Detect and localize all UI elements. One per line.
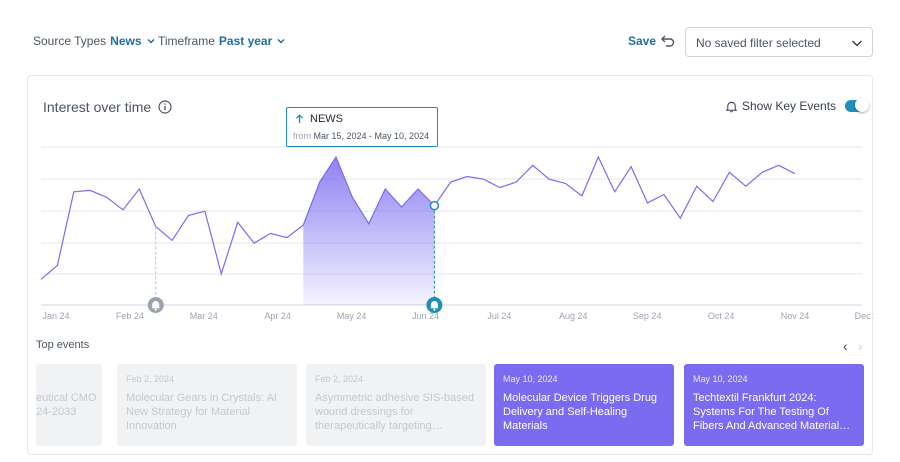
chart-title-text: Interest over time <box>43 99 152 115</box>
x-tick-label: May 24 <box>337 311 367 321</box>
event-date: Feb 2, 2024 <box>126 374 175 384</box>
event-date: May 10, 2024 <box>503 374 558 384</box>
event-title: Molecular Device Triggers Drug Delivery … <box>503 392 658 432</box>
x-tick-label: Oct 24 <box>708 311 735 321</box>
tooltip-from-label: from <box>293 131 311 141</box>
carousel-prev-button[interactable]: ‹ <box>843 338 848 354</box>
source-types-value: News <box>110 34 142 48</box>
carousel-next-button[interactable]: › <box>858 338 863 354</box>
event-title: eutical CMO 24-2033 <box>36 392 97 418</box>
key-event-bell-icon[interactable] <box>147 297 164 313</box>
x-tick-label: Mar 24 <box>190 311 218 321</box>
saved-filter-value: No saved filter selected <box>696 36 821 50</box>
chart-title: Interest over time <box>43 99 172 115</box>
chevron-down-icon <box>146 38 155 44</box>
undo-icon[interactable] <box>660 33 676 49</box>
series-line-news <box>40 155 796 280</box>
x-tick-label: Sep 24 <box>633 311 662 321</box>
x-tick-label: Feb 24 <box>116 311 144 321</box>
interest-card: Interest over time Show Key Events Jan 2… <box>27 75 874 455</box>
timeframe-value: Past year <box>218 34 273 48</box>
timeframe-filter[interactable]: Timeframe Past year <box>158 34 286 48</box>
x-tick-label: Apr 24 <box>264 311 291 321</box>
x-tick-label: Jul 24 <box>487 311 511 321</box>
highlighted-range-area <box>303 157 435 305</box>
toggle-knob <box>855 98 870 112</box>
top-event-card[interactable]: eutical CMO 24-2033 <box>36 364 102 446</box>
info-icon[interactable] <box>158 100 172 114</box>
save-button[interactable]: Save <box>628 34 657 48</box>
chevron-down-icon <box>277 38 285 44</box>
event-title: Molecular Gears in Crystals: AI New Stra… <box>126 392 277 432</box>
event-date: Feb 2, 2024 <box>315 374 364 384</box>
top-event-card[interactable]: May 10, 2024 Molecular Device Triggers Dr… <box>494 364 674 446</box>
top-event-card[interactable]: Feb 2, 2024 Molecular Gears in Crystals: … <box>117 364 297 446</box>
x-tick-label: Aug 24 <box>559 311 588 321</box>
key-event-bell-icon[interactable] <box>426 297 443 313</box>
x-tick-label: Jun 24 <box>412 311 439 321</box>
x-tick-label: Jan 24 <box>42 311 69 321</box>
top-events-heading: Top events <box>36 339 90 351</box>
key-events-label: Show Key Events <box>742 99 837 113</box>
filter-bar: Source Types News Timeframe Past year Sa… <box>0 0 900 76</box>
source-types-filter[interactable]: Source Types News <box>33 34 156 48</box>
chart-tooltip: NEWS from Mar 15, 2024 - May 10, 2024 <box>286 107 438 147</box>
event-date: May 10, 2024 <box>693 374 748 384</box>
key-events-toggle-group: Show Key Events <box>725 98 870 113</box>
arrow-up-icon <box>296 114 303 123</box>
hover-point <box>429 200 440 211</box>
chevron-down-icon <box>851 40 863 47</box>
interest-chart: Jan 24 Feb 24 Mar 24 Apr 24 May 24 Jun 24 Jul … <box>40 146 874 321</box>
tooltip-header: NEWS <box>295 113 343 125</box>
x-tick-label: Nov 24 <box>781 311 810 321</box>
saved-filter-select[interactable]: No saved filter selected <box>685 27 873 57</box>
bell-icon <box>725 101 738 112</box>
timeframe-label: Timeframe <box>158 34 215 48</box>
key-events-toggle[interactable] <box>845 98 870 112</box>
tooltip-range-value: Mar 15, 2024 - May 10, 2024 <box>313 131 430 141</box>
event-title: Techtextil Frankfurt 2024: Systems For T… <box>693 392 851 432</box>
top-event-card[interactable]: Feb 2, 2024 Asymmetric adhesive SIS-based… <box>306 364 486 446</box>
event-date <box>36 374 93 384</box>
source-types-label: Source Types <box>33 34 107 48</box>
tooltip-range: from Mar 15, 2024 - May 10, 2024 <box>293 131 429 141</box>
tooltip-series: NEWS <box>310 113 343 125</box>
event-title: Asymmetric adhesive SIS-based wound dres… <box>315 392 474 432</box>
x-tick-label: Dec 24 <box>855 311 874 321</box>
top-event-card[interactable]: May 10, 2024 Techtextil Frankfurt 2024: S… <box>684 364 864 446</box>
